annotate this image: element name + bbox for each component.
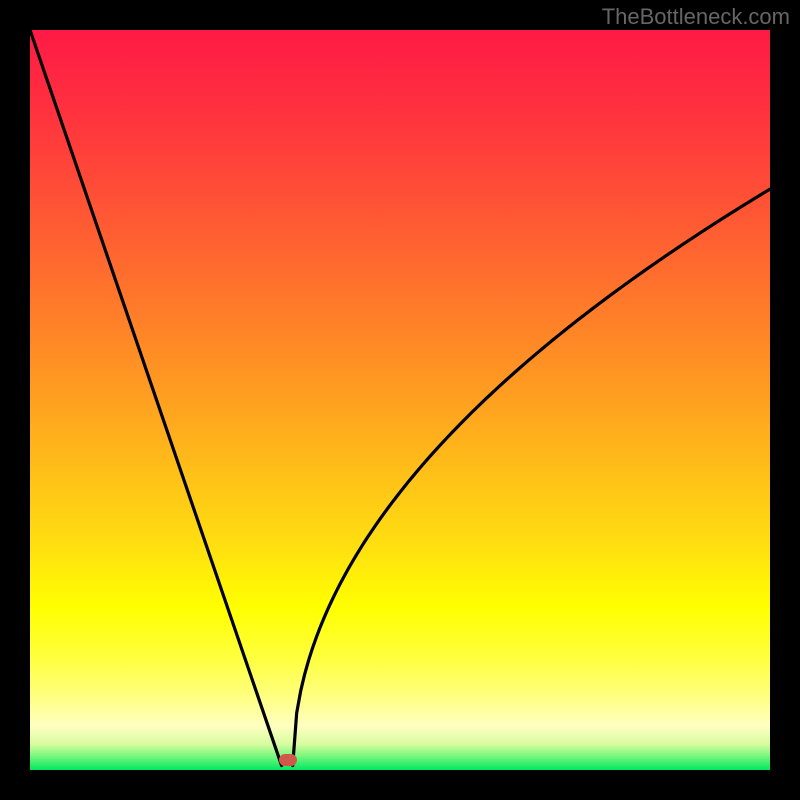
vertex-marker bbox=[279, 754, 297, 766]
bottleneck-chart bbox=[0, 0, 800, 800]
plot-background bbox=[30, 30, 770, 770]
